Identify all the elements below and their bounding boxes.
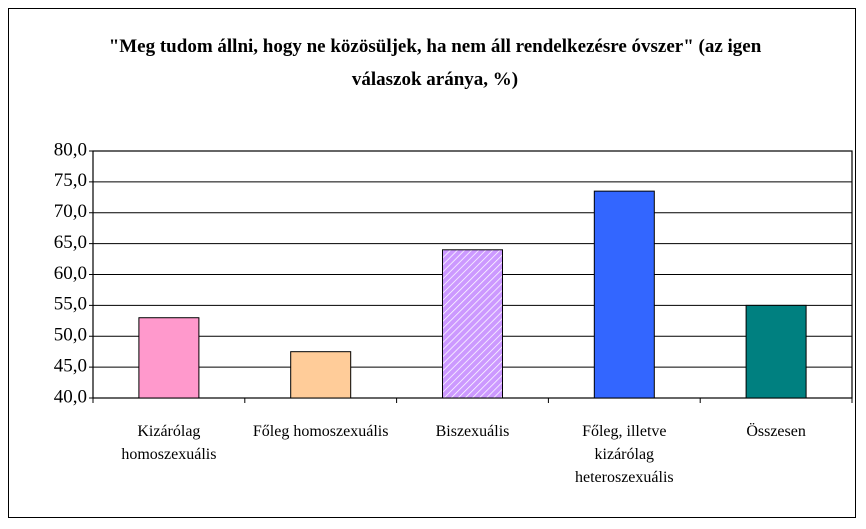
y-tick-label: 70,0 xyxy=(54,201,87,222)
y-tick-label: 75,0 xyxy=(54,170,87,191)
y-tick-label: 45,0 xyxy=(54,355,87,376)
x-tick-label: Főleg, illetve kizárólag heteroszexuális xyxy=(574,423,674,486)
y-tick-label: 50,0 xyxy=(54,325,87,346)
x-tick-label: Biszexuális xyxy=(435,423,510,440)
y-tick-label: 40,0 xyxy=(54,386,87,407)
bar xyxy=(593,190,655,399)
bar xyxy=(745,304,807,399)
x-tick-label: Összesen xyxy=(746,423,806,440)
bar xyxy=(442,249,503,399)
y-tick-label: 80,0 xyxy=(54,139,87,160)
y-tick-label: 60,0 xyxy=(54,263,87,284)
x-tick-label: Kizárólag homoszexuális xyxy=(121,423,217,463)
bar xyxy=(138,317,200,399)
chart-title: "Meg tudom állni, hogy ne közösüljek, ha… xyxy=(108,36,762,90)
bar xyxy=(290,351,352,399)
x-tick-label: Főleg homoszexuális xyxy=(252,423,389,440)
y-tick-label: 65,0 xyxy=(54,232,87,253)
chart-frame xyxy=(8,8,856,518)
y-tick-label: 55,0 xyxy=(54,294,87,315)
